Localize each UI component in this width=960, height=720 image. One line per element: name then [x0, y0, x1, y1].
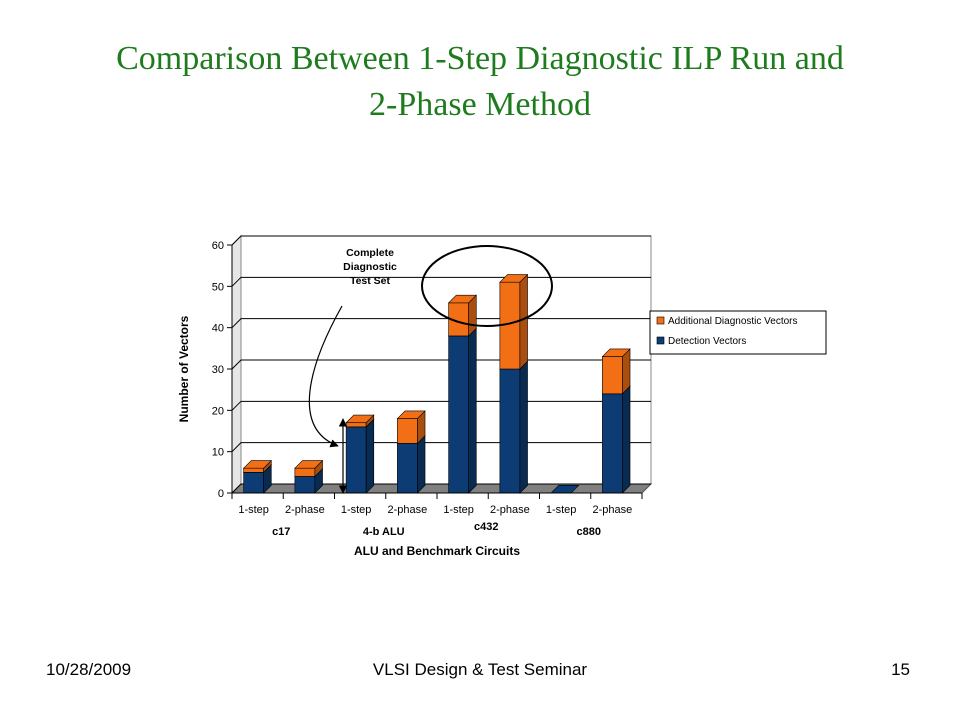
bar-segment-additional-3-top: [396, 410, 426, 419]
x-tick-label: 1-step: [546, 504, 577, 516]
bar-segment-additional-5-top: [499, 274, 529, 283]
bar-segment-detection-1: [294, 476, 316, 494]
slide-title: Comparison Between 1-Step Diagnostic ILP…: [0, 36, 960, 128]
x-tick-label: 1-step: [238, 504, 269, 516]
bar-segment-additional-1: [294, 467, 316, 477]
bar-segment-additional-3: [397, 418, 418, 444]
x-tick-label: 1-step: [341, 504, 372, 516]
x-group-label: c17: [272, 526, 290, 538]
x-tick-label: 2-phase: [490, 504, 530, 516]
bar-segment-detection-5-side: [519, 360, 528, 494]
bar-segment-detection-4: [448, 335, 469, 494]
bar-segment-additional-5-side: [519, 273, 528, 370]
y-axis-title: Number of Vectors: [177, 315, 191, 422]
gridline: [231, 235, 651, 246]
bar-segment-additional-0-top: [242, 460, 272, 469]
bar-segment-additional-7: [602, 356, 623, 395]
y-tick-label: 0: [218, 488, 224, 500]
y-tick-label: 40: [212, 323, 224, 335]
x-axis-title: ALU and Benchmark Circuits: [354, 544, 520, 558]
annotation-text: Test Set: [350, 275, 391, 287]
legend-label: Detection Vectors: [668, 336, 746, 347]
legend-box: [649, 310, 827, 355]
c432-highlight-ellipse: [421, 245, 553, 327]
bar-segment-detection-2: [345, 426, 367, 494]
bar-segment-additional-0: [243, 467, 264, 473]
y-tick-label: 30: [212, 364, 224, 376]
bar-segment-additional-1-top: [294, 460, 324, 469]
y-tick-label: 10: [212, 447, 224, 459]
bar-segment-detection-3-side: [417, 435, 426, 494]
x-group-label: 4-b ALU: [363, 526, 405, 538]
annotation-curved-arrow: [308, 305, 343, 448]
bar-segment-detection-4-side: [468, 327, 477, 494]
bar-segment-detection-0: [243, 472, 264, 494]
x-tick-label: 1-step: [443, 504, 474, 516]
bar-segment-additional-4-top: [447, 294, 477, 304]
slide-title-line-2: 2-Phase Method: [369, 86, 591, 123]
x-tick-label: 2-phase: [387, 504, 427, 516]
bar-segment-detection-7-side: [622, 385, 631, 494]
y-tick-label: 60: [212, 240, 224, 252]
bar-segment-additional-2: [345, 422, 367, 428]
slide-title-line-1: Comparison Between 1-Step Diagnostic ILP…: [116, 40, 844, 77]
bar-segment-additional-7-top: [601, 348, 631, 357]
bar-segment-detection-5: [499, 368, 521, 494]
bar-segment-additional-2-top: [345, 414, 375, 424]
x-tick-label: 2-phase: [285, 504, 325, 516]
y-tick-label: 50: [212, 281, 224, 293]
x-group-label: c880: [577, 526, 601, 538]
y-tick-label: 20: [212, 405, 224, 417]
annotation-text: Complete: [346, 247, 394, 259]
annotation-text: Diagnostic: [343, 261, 397, 273]
bar-segment-detection-2-side: [365, 418, 375, 494]
legend-swatch: [656, 336, 665, 345]
x-tick-label: 2-phase: [592, 504, 632, 516]
x-group-label: c432: [474, 521, 498, 533]
stacked-bar-chart: 0 10 20 30 40 50 60 1-step 2-phase 1-step 2-phase 1…: [177, 234, 827, 558]
footer-date: 10/28/2009: [46, 660, 132, 679]
bar-segment-detection-7: [602, 393, 623, 494]
legend-label: Additional Diagnostic Vectors: [668, 316, 798, 327]
footer-seminar-name: VLSI Design & Test Seminar: [372, 660, 588, 679]
page-number: 15: [891, 660, 910, 679]
legend-swatch: [656, 316, 665, 325]
bar-segment-detection-3: [397, 443, 418, 494]
